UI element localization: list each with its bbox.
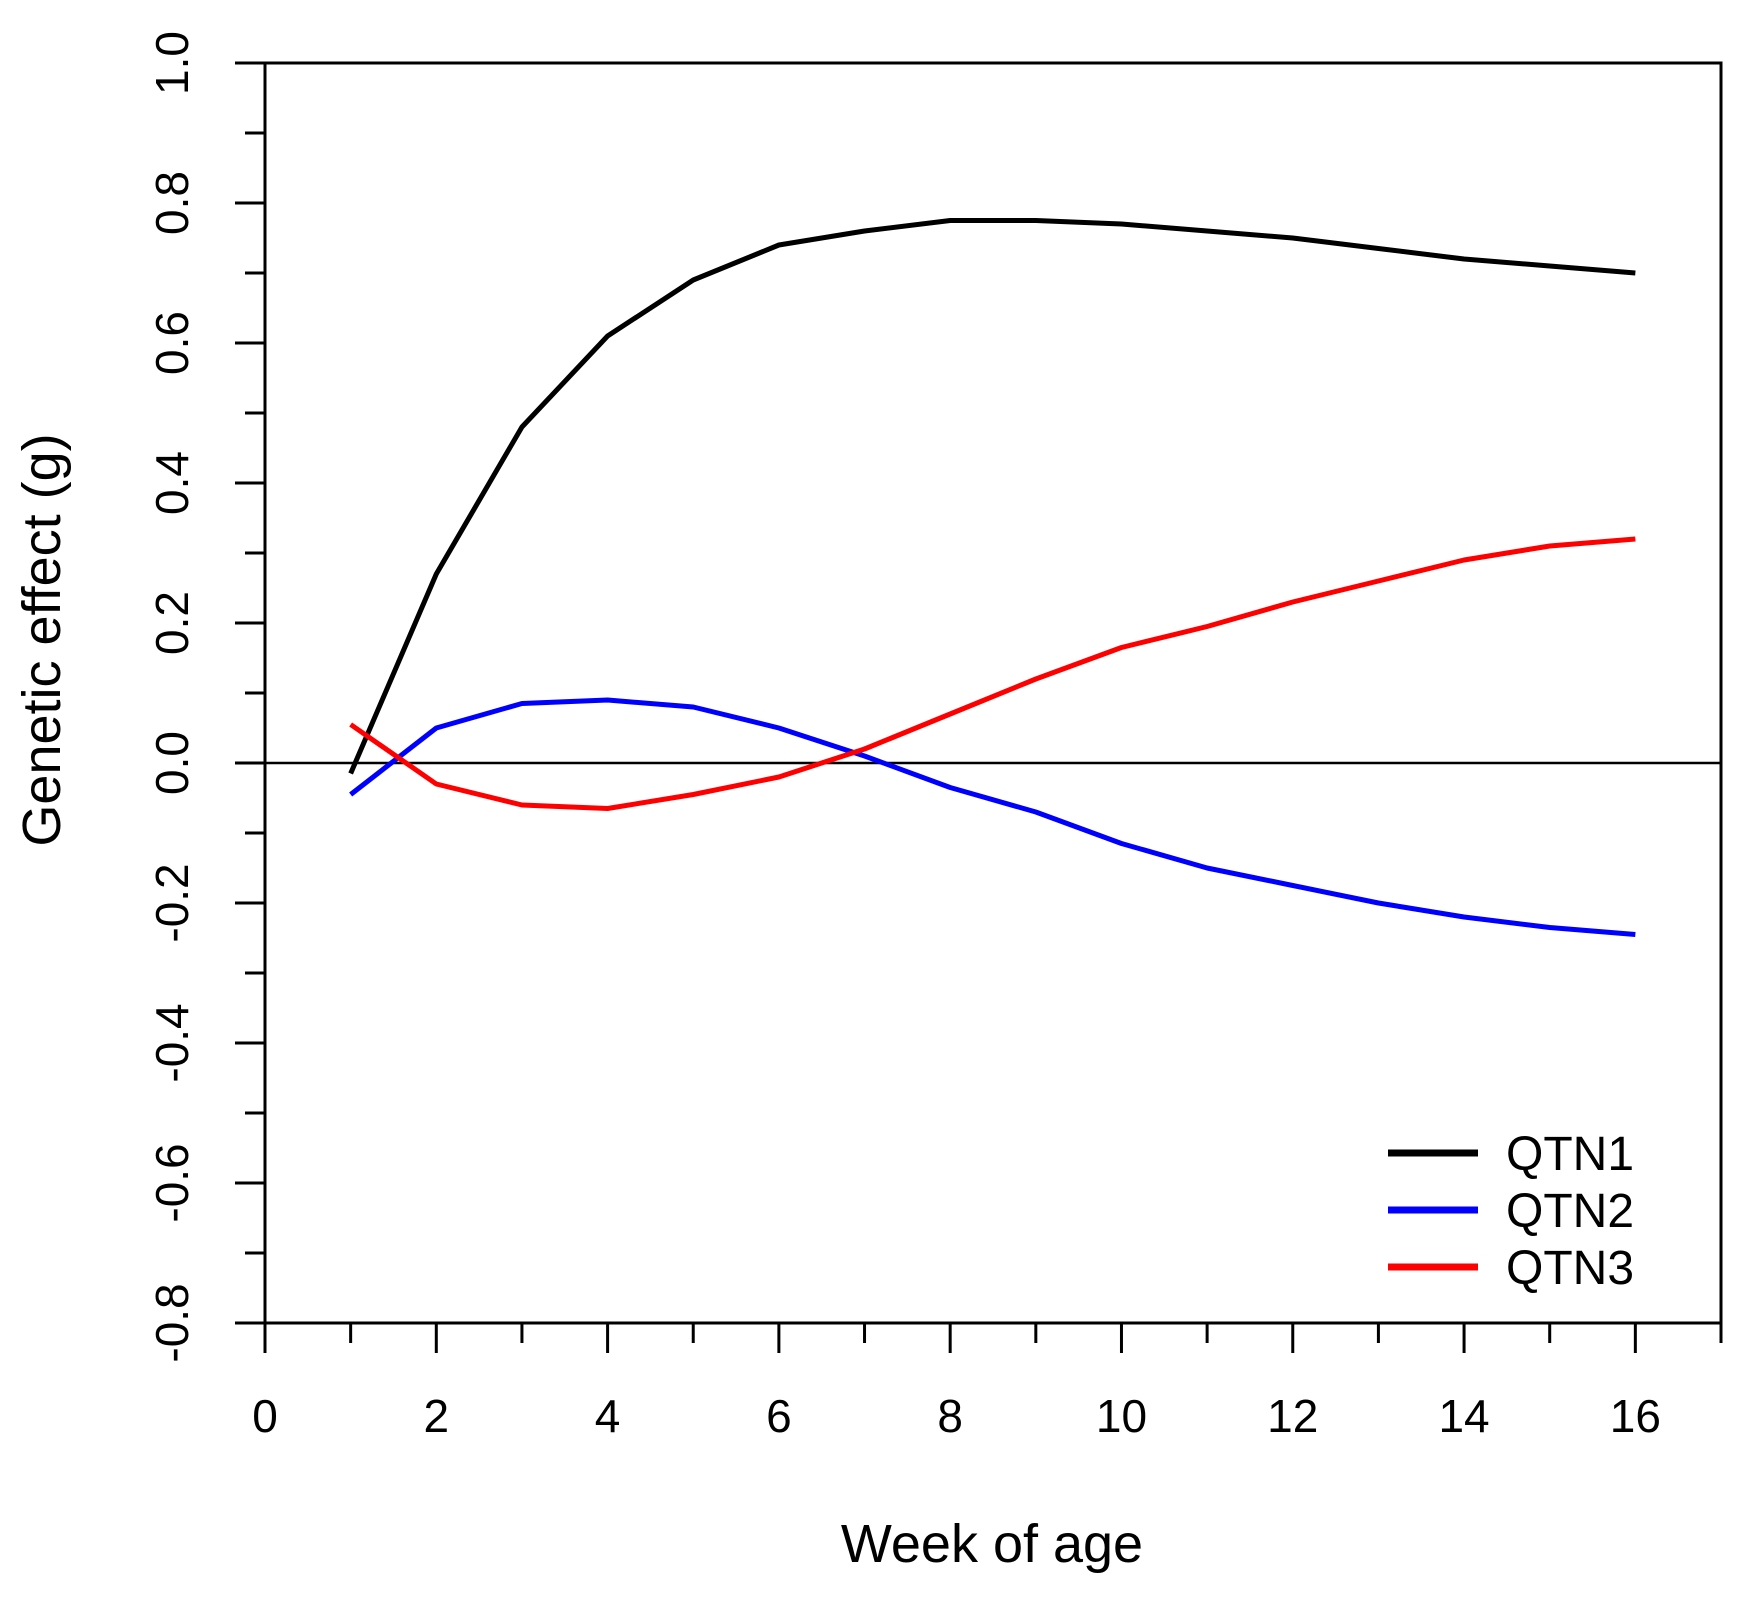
- y-tick-label: 0.4: [146, 451, 198, 515]
- y-tick-label: 0.8: [146, 171, 198, 235]
- x-tick-label: 10: [1096, 1390, 1147, 1442]
- y-axis-major-ticks: [235, 61, 265, 1325]
- y-tick-label: 0.6: [146, 311, 198, 375]
- series-line-qtn1: [348, 218, 1636, 775]
- x-tick-label: 12: [1267, 1390, 1318, 1442]
- y-tick-label: 0.2: [146, 591, 198, 655]
- y-tick-label: -0.8: [146, 1283, 198, 1362]
- x-tick-label: 14: [1438, 1390, 1489, 1442]
- x-tick-label: 16: [1610, 1390, 1661, 1442]
- x-axis-tick-labels: 0 2 4 6 8 10 12 14 16: [252, 1390, 1661, 1442]
- y-axis-title: Genetic effect (g): [12, 433, 72, 846]
- legend-label-qtn1: QTN1: [1506, 1128, 1634, 1181]
- x-tick-label: 0: [252, 1390, 278, 1442]
- series-line-qtn3: [349, 536, 1636, 811]
- x-axis-major-ticks: [263, 1323, 1637, 1353]
- x-axis-minor-ticks: [349, 1323, 1723, 1343]
- y-tick-label: 0.0: [146, 731, 198, 795]
- x-tick-label: 4: [595, 1390, 621, 1442]
- y-tick-label: 1.0: [146, 31, 198, 95]
- x-tick-label: 6: [766, 1390, 792, 1442]
- plot-border-box: [263, 61, 1723, 1325]
- y-tick-label: -0.2: [146, 863, 198, 942]
- y-axis-minor-ticks: [245, 131, 265, 1255]
- legend-label-qtn3: QTN3: [1506, 1242, 1634, 1295]
- legend-label-qtn2: QTN2: [1506, 1185, 1634, 1238]
- y-axis-tick-labels: -0.8 -0.6 -0.4 -0.2 0.0 0.2 0.4 0.6 0.8 1.0: [146, 31, 198, 1363]
- x-tick-label: 2: [423, 1390, 449, 1442]
- y-tick-label: -0.6: [146, 1143, 198, 1222]
- y-tick-label: -0.4: [146, 1003, 198, 1082]
- x-axis-title: Week of age: [841, 1514, 1143, 1574]
- series-line-qtn2: [349, 697, 1636, 937]
- x-tick-label: 8: [937, 1390, 963, 1442]
- data-series-lines: [348, 218, 1636, 937]
